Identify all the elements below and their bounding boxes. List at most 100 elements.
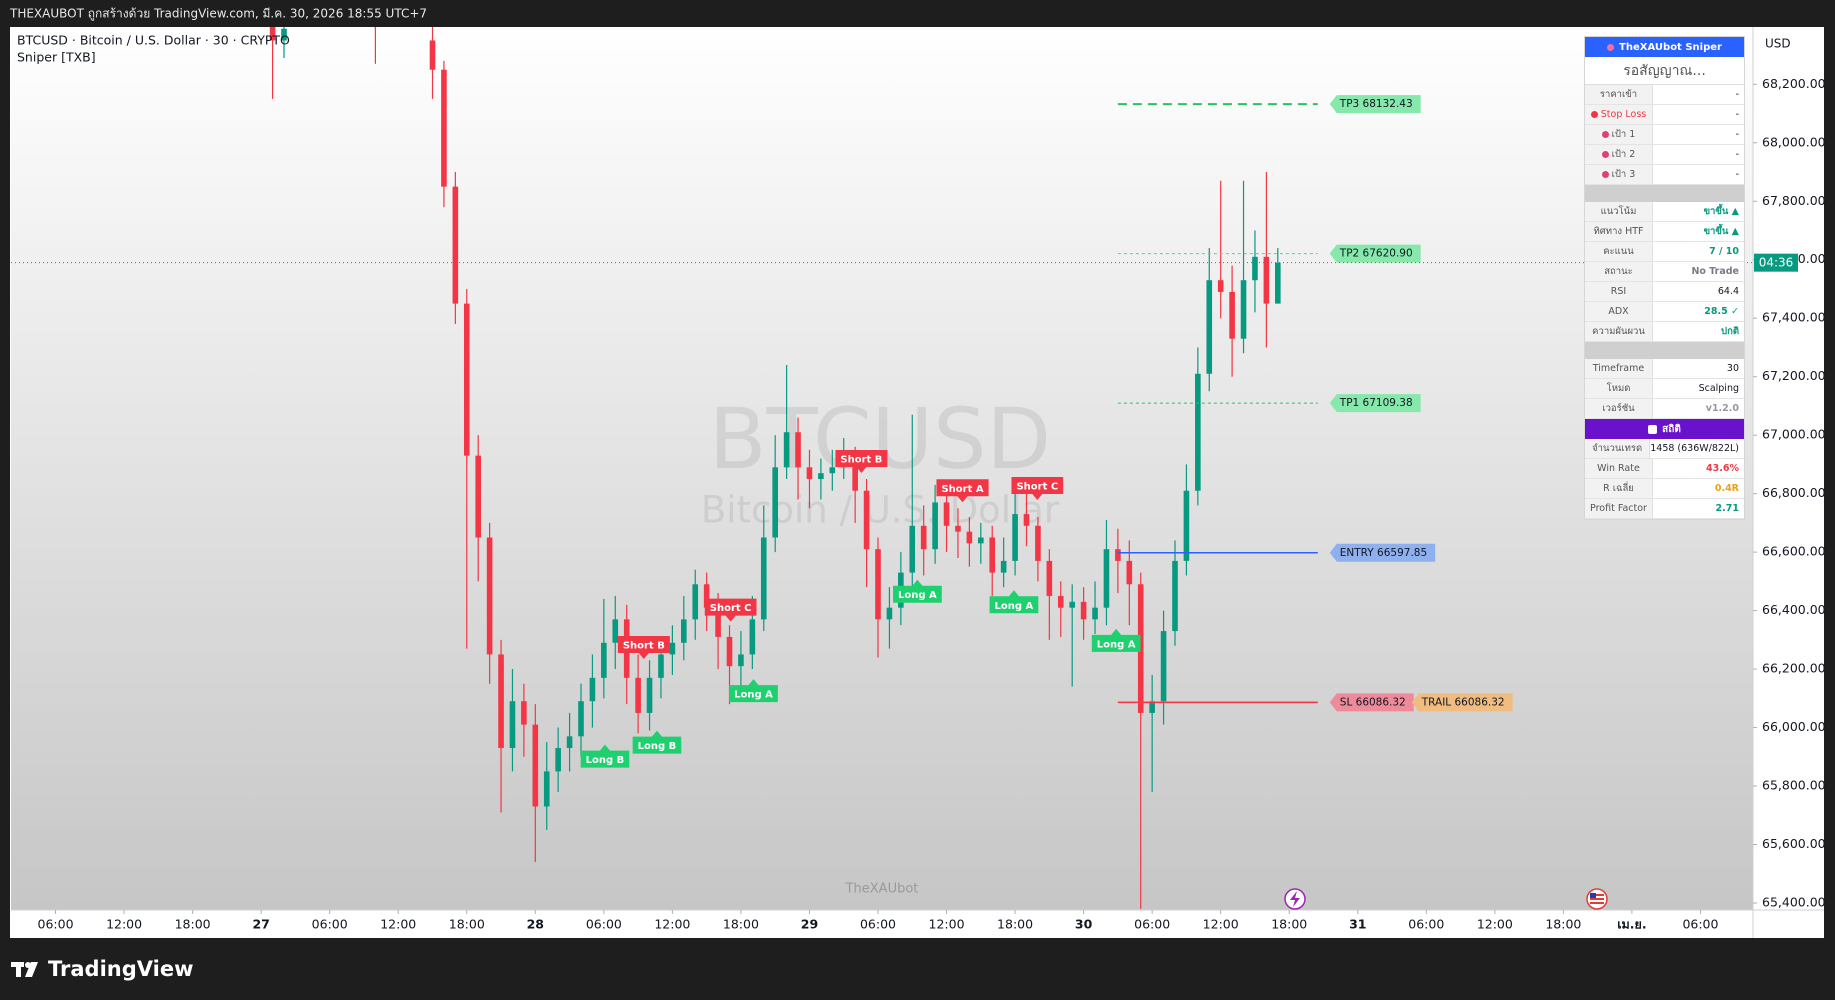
table-row: เป้า 3 - [1585,165,1744,185]
row-label-cell: Timeframe [1585,359,1653,378]
table-row: R เฉลี่ย 0.4R [1585,479,1744,499]
row-label: R เฉลี่ย [1603,483,1634,494]
candle-body [978,537,984,544]
candle-body [1115,549,1121,561]
candle-body [1046,560,1053,596]
level-tag-label: TRAIL 66086.32 [1421,696,1505,708]
level-tag-label: TP1 67109.38 [1339,397,1413,409]
flag-icon[interactable] [1586,888,1608,910]
candle-body [1252,256,1258,281]
level-tag-label: TP3 68132.43 [1339,98,1413,110]
y-tick-label: 65,600.00 [1762,836,1826,851]
candle-body [726,636,733,667]
x-tick-label: 12:00 [1203,917,1239,932]
row-label-cell: R เฉลี่ย [1585,479,1653,498]
signal-label: Short C [1016,481,1058,492]
row-value: 28.5 ✓ [1704,306,1739,317]
x-tick-label: 29 [801,917,818,932]
row-label: Profit Factor [1590,503,1647,514]
x-tick-label: 18:00 [175,917,211,932]
candle-body [281,28,287,41]
row-label: แนวโน้ม [1600,206,1637,217]
candle-body [486,537,493,655]
signal-box [704,598,757,622]
x-tick-label: 06:00 [860,917,896,932]
level-tag-box [1411,693,1513,712]
level-tag: ENTRY 66597.85 [1329,543,1436,562]
row-label-cell: Win Rate [1585,459,1653,478]
x-tick-label: 06:00 [1134,917,1170,932]
signal-label: Short B [840,455,882,466]
row-label-cell: เป้า 3 [1585,165,1653,184]
y-tick-label: 66,800.00 [1762,485,1826,500]
candle-body [886,607,893,620]
row-label-cell: เป้า 2 [1585,145,1653,164]
table-row: แนวโน้ม ขาขึ้น ▲ [1585,202,1744,222]
level-tag-label: ENTRY 66597.85 [1340,547,1427,559]
level-tag-label: TP2 67620.90 [1339,248,1413,260]
signal-label: Long B [638,741,677,752]
signal-box [632,730,682,754]
candle-body [783,432,790,468]
candle-body [543,771,550,807]
candle-body [1149,701,1155,713]
candle-body [875,549,881,620]
signal: Long A [729,679,778,703]
signal: Short C [704,598,757,622]
x-tick-label: 06:00 [1682,917,1718,932]
signal-label: Long A [734,690,773,701]
candle-body [1206,280,1213,374]
section-title: สถิติ [1662,423,1681,435]
candle-body [909,525,916,573]
x-tick-label: 12:00 [106,917,142,932]
row-label-cell: จำนวนเทรด [1585,439,1651,458]
candle-body [555,748,561,772]
signal: Long A [989,590,1039,614]
y-tick-label: 67,200.00 [1762,368,1826,383]
row-value: 64.4 [1717,286,1739,297]
row-label: โหมด [1606,383,1631,394]
candle-body [1183,490,1190,561]
table-row: Profit Factor 2.71 [1585,499,1744,519]
candle-body [612,619,619,643]
row-value: ปกติ [1721,326,1739,337]
level-tag-box [1329,394,1421,413]
candle-body [1023,514,1030,526]
level-tag: TP1 67109.38 [1329,394,1421,413]
row-value: - [1735,129,1739,140]
y-tick-label: 67,400.00 [1762,310,1826,325]
signal-label: Short C [710,603,752,614]
level-tag-box [1329,543,1436,562]
candle-body [509,701,516,749]
row-label: สถานะ [1604,266,1633,277]
chart-title: BTCUSD · Bitcoin / U.S. Dollar · 30 · CR… [17,33,290,48]
candle-body [1137,584,1144,713]
row-label: เป้า 3 [1611,169,1636,180]
candle-body [829,467,836,474]
x-tick-label: 06:00 [312,917,348,932]
event-icon[interactable] [1284,888,1306,910]
candle-body [1035,525,1041,561]
candle-body [1263,256,1270,304]
table-row: สถานะ No Trade [1585,262,1744,282]
header-caption: THEXAUBOT ถูกสร้างด้วย TradingView.com, … [9,7,427,22]
candle-body [646,677,653,713]
row-label: Stop Loss [1600,109,1647,120]
row-value: - [1735,89,1739,100]
x-tick-label: 06:00 [586,917,622,932]
row-value: No Trade [1691,266,1739,277]
table-row: Stop Loss - [1585,105,1744,125]
levels: TP3 68132.43 TP2 67620.90 TP1 67109.38 ENTR… [1117,95,1513,712]
candle-body [681,619,687,643]
row-label-cell: Stop Loss [1585,105,1653,124]
table-row: เป้า 2 - [1585,145,1744,165]
row-label: เป้า 2 [1611,149,1636,160]
brand-name: TradingView [48,957,193,981]
row-value: 30 [1726,363,1739,374]
candle-body [1080,601,1087,620]
table-title-bar: TheXAUbot Sniper [1585,37,1744,57]
table-row: ทิศทาง HTF ขาขึ้น ▲ [1585,222,1744,242]
candle-body [692,584,699,620]
candle-body [1275,262,1281,304]
candle-body [1217,280,1224,292]
